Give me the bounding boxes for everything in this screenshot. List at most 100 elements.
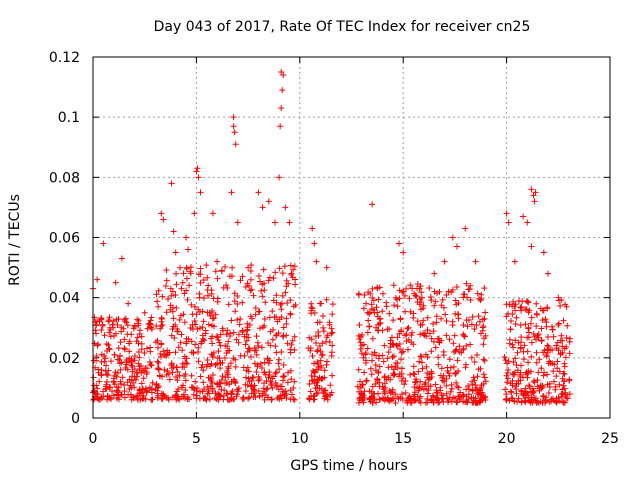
data-point bbox=[544, 305, 551, 312]
data-point bbox=[248, 390, 255, 397]
data-point bbox=[155, 359, 162, 366]
data-point bbox=[559, 390, 566, 397]
data-point bbox=[518, 388, 525, 395]
data-point bbox=[209, 372, 216, 379]
data-point bbox=[166, 376, 173, 383]
data-point bbox=[468, 321, 475, 328]
data-point bbox=[384, 355, 391, 362]
data-point bbox=[411, 384, 418, 391]
data-point bbox=[463, 386, 470, 393]
data-point bbox=[128, 331, 135, 338]
data-point bbox=[480, 323, 487, 330]
data-point bbox=[464, 399, 471, 406]
data-point bbox=[287, 349, 294, 356]
data-point bbox=[215, 348, 222, 355]
data-point bbox=[456, 343, 463, 350]
data-point bbox=[540, 393, 547, 400]
data-point bbox=[104, 372, 111, 379]
data-point bbox=[475, 313, 482, 320]
data-point bbox=[461, 291, 468, 298]
data-point bbox=[290, 266, 297, 273]
data-point bbox=[288, 341, 295, 348]
data-point bbox=[183, 340, 190, 347]
data-point bbox=[398, 365, 405, 372]
data-point bbox=[399, 289, 406, 296]
data-point bbox=[544, 270, 551, 277]
data-point bbox=[103, 371, 110, 378]
data-point bbox=[481, 315, 488, 322]
data-point bbox=[160, 348, 167, 355]
data-point bbox=[221, 387, 228, 394]
data-point bbox=[114, 356, 121, 363]
data-point bbox=[503, 210, 510, 217]
data-point bbox=[450, 394, 457, 401]
data-point bbox=[406, 295, 413, 302]
data-point bbox=[200, 379, 207, 386]
data-point bbox=[418, 353, 425, 360]
data-point bbox=[126, 348, 133, 355]
data-point bbox=[379, 327, 386, 334]
data-point bbox=[359, 397, 366, 404]
data-point bbox=[155, 303, 162, 310]
data-point bbox=[96, 378, 103, 385]
data-point bbox=[229, 264, 236, 271]
data-point bbox=[453, 379, 460, 386]
data-point bbox=[94, 342, 101, 349]
data-point bbox=[219, 325, 226, 332]
data-point bbox=[308, 336, 315, 343]
data-point bbox=[111, 381, 118, 388]
data-point bbox=[185, 336, 192, 343]
data-point bbox=[165, 370, 172, 377]
data-point bbox=[125, 391, 132, 398]
data-point bbox=[279, 270, 286, 277]
data-point bbox=[143, 370, 150, 377]
data-point bbox=[247, 268, 254, 275]
data-point bbox=[216, 393, 223, 400]
data-point bbox=[146, 320, 153, 327]
data-point bbox=[104, 393, 111, 400]
data-point bbox=[371, 349, 378, 356]
data-point bbox=[107, 326, 114, 333]
data-point bbox=[258, 287, 265, 294]
data-point bbox=[518, 362, 525, 369]
data-point bbox=[128, 359, 135, 366]
data-point bbox=[517, 377, 524, 384]
data-point bbox=[237, 315, 244, 322]
data-point bbox=[539, 393, 546, 400]
data-point bbox=[360, 305, 367, 312]
data-point bbox=[419, 321, 426, 328]
data-point bbox=[149, 379, 156, 386]
data-point bbox=[399, 395, 406, 402]
data-point bbox=[289, 391, 296, 398]
data-point bbox=[504, 360, 511, 367]
data-point bbox=[507, 388, 514, 395]
data-point bbox=[554, 365, 561, 372]
data-point bbox=[396, 295, 403, 302]
data-point bbox=[309, 225, 316, 232]
data-point bbox=[255, 388, 262, 395]
data-point bbox=[482, 378, 489, 385]
data-point bbox=[285, 369, 292, 376]
data-point bbox=[522, 385, 529, 392]
data-point bbox=[399, 348, 406, 355]
data-point bbox=[405, 324, 412, 331]
data-point bbox=[184, 296, 191, 303]
data-point bbox=[474, 390, 481, 397]
data-point bbox=[250, 374, 257, 381]
data-point bbox=[417, 283, 424, 290]
data-point bbox=[217, 392, 224, 399]
data-point bbox=[530, 377, 537, 384]
data-point bbox=[538, 338, 545, 345]
data-point bbox=[108, 358, 115, 365]
data-point bbox=[544, 334, 551, 341]
data-point bbox=[273, 299, 280, 306]
data-point bbox=[93, 353, 100, 360]
data-point bbox=[214, 275, 221, 282]
data-point bbox=[204, 286, 211, 293]
data-point bbox=[244, 326, 251, 333]
data-point bbox=[405, 394, 412, 401]
data-point bbox=[556, 368, 563, 375]
data-point bbox=[110, 317, 117, 324]
data-point bbox=[481, 357, 488, 364]
data-point bbox=[283, 277, 290, 284]
